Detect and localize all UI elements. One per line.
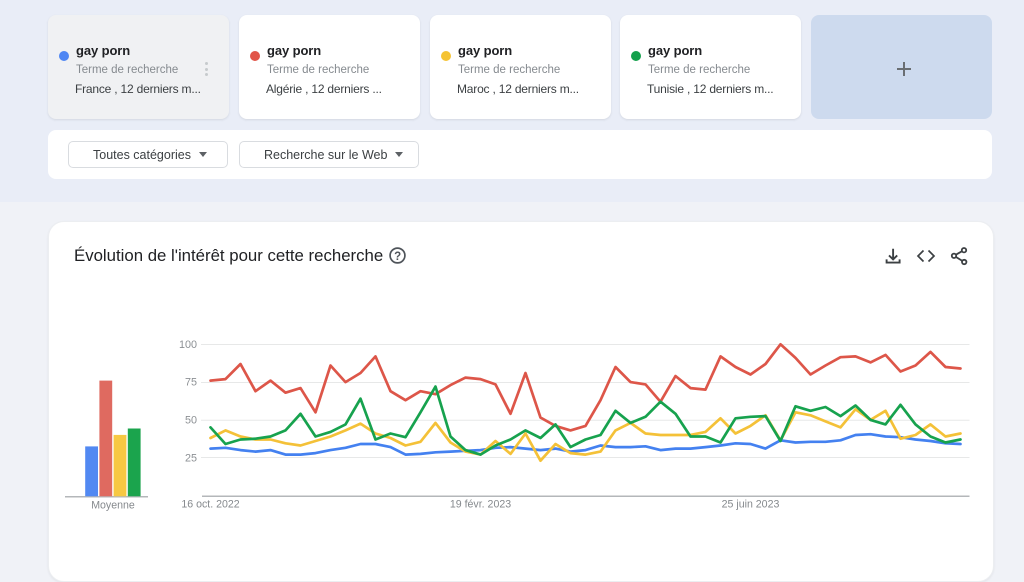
svg-text:16 oct. 2022: 16 oct. 2022 <box>181 499 239 511</box>
svg-text:75: 75 <box>185 377 197 389</box>
svg-text:25 juin 2023: 25 juin 2023 <box>722 499 780 511</box>
svg-text:19 févr. 2023: 19 févr. 2023 <box>450 499 511 511</box>
svg-text:Moyenne: Moyenne <box>91 500 135 512</box>
svg-text:50: 50 <box>185 415 197 427</box>
svg-text:?: ? <box>394 251 401 263</box>
svg-text:25: 25 <box>185 452 197 464</box>
svg-text:100: 100 <box>179 339 197 351</box>
